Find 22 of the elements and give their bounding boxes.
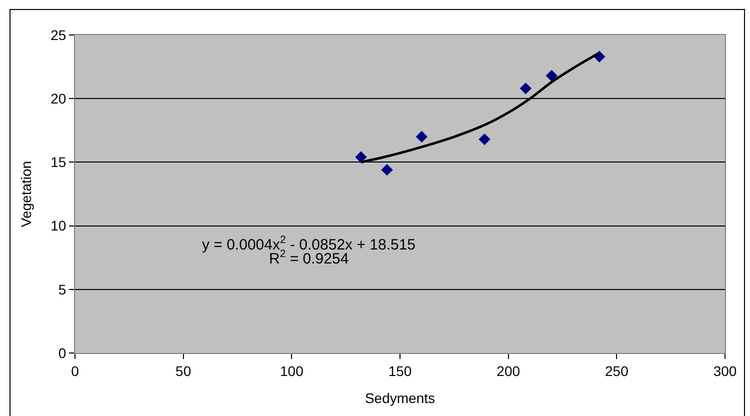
annotation: R$^{2}$ = 0.9254 xyxy=(269,248,349,268)
point xyxy=(416,130,428,143)
x-tick-label: 150 xyxy=(388,362,412,379)
x-tick-label: 250 xyxy=(604,362,629,379)
x-axis-title: Sedyments xyxy=(364,390,436,406)
point xyxy=(546,70,558,82)
y-tick-label: 15 xyxy=(50,154,66,170)
x-tick-label: 300 xyxy=(713,362,737,379)
x-tick-label: 50 xyxy=(176,362,192,379)
y-tick-label: 0 xyxy=(58,344,66,361)
x-tick-label: 200 xyxy=(496,362,520,379)
y-axis-title: Vegetation xyxy=(18,160,34,228)
y-tick-label: 20 xyxy=(50,90,66,106)
point xyxy=(520,82,532,94)
y-tick-label: 5 xyxy=(58,281,66,298)
y-tick-label: 10 xyxy=(50,218,66,234)
point xyxy=(355,151,367,163)
x-tick-label: 0 xyxy=(71,362,80,379)
point xyxy=(381,164,393,176)
y-tick-label: 25 xyxy=(50,26,66,43)
point xyxy=(478,133,490,146)
x-tick-label: 100 xyxy=(280,362,304,379)
